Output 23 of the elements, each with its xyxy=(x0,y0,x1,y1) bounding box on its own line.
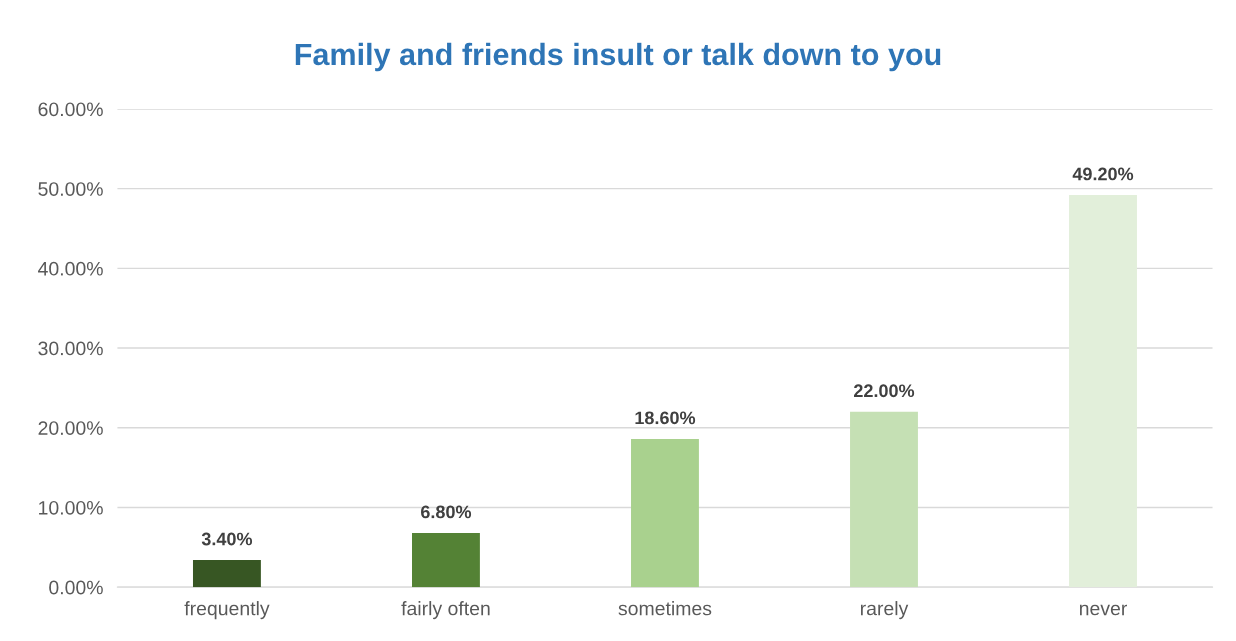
data-label: 3.40% xyxy=(201,532,253,546)
x-tick-label: frequently xyxy=(184,601,270,620)
x-tick-label: fairly often xyxy=(401,601,490,620)
y-tick-label: 20.00% xyxy=(38,421,103,435)
x-tick-label: never xyxy=(1079,604,1128,616)
y-tick-label: 50.00% xyxy=(38,182,103,196)
y-tick-label: 40.00% xyxy=(38,261,103,276)
bar xyxy=(850,411,918,588)
data-label: 49.20% xyxy=(1072,167,1134,181)
bar xyxy=(631,438,699,588)
bar xyxy=(412,532,480,588)
y-tick-label: 0.00% xyxy=(49,580,103,595)
bar xyxy=(192,560,261,588)
chart-title: Family and friends insult or talk down to you xyxy=(295,42,941,72)
data-label: 22.00% xyxy=(854,384,915,398)
y-tick-label: 30.00% xyxy=(38,341,103,356)
data-label: 18.60% xyxy=(635,411,696,425)
x-tick-label: rarely xyxy=(860,601,909,620)
y-tick-label: 10.00% xyxy=(39,500,103,515)
bar xyxy=(1069,195,1137,588)
x-tick-label: sometimes xyxy=(618,601,712,616)
y-tick-label: 60.00% xyxy=(38,102,103,117)
data-label: 6.80% xyxy=(421,505,472,519)
